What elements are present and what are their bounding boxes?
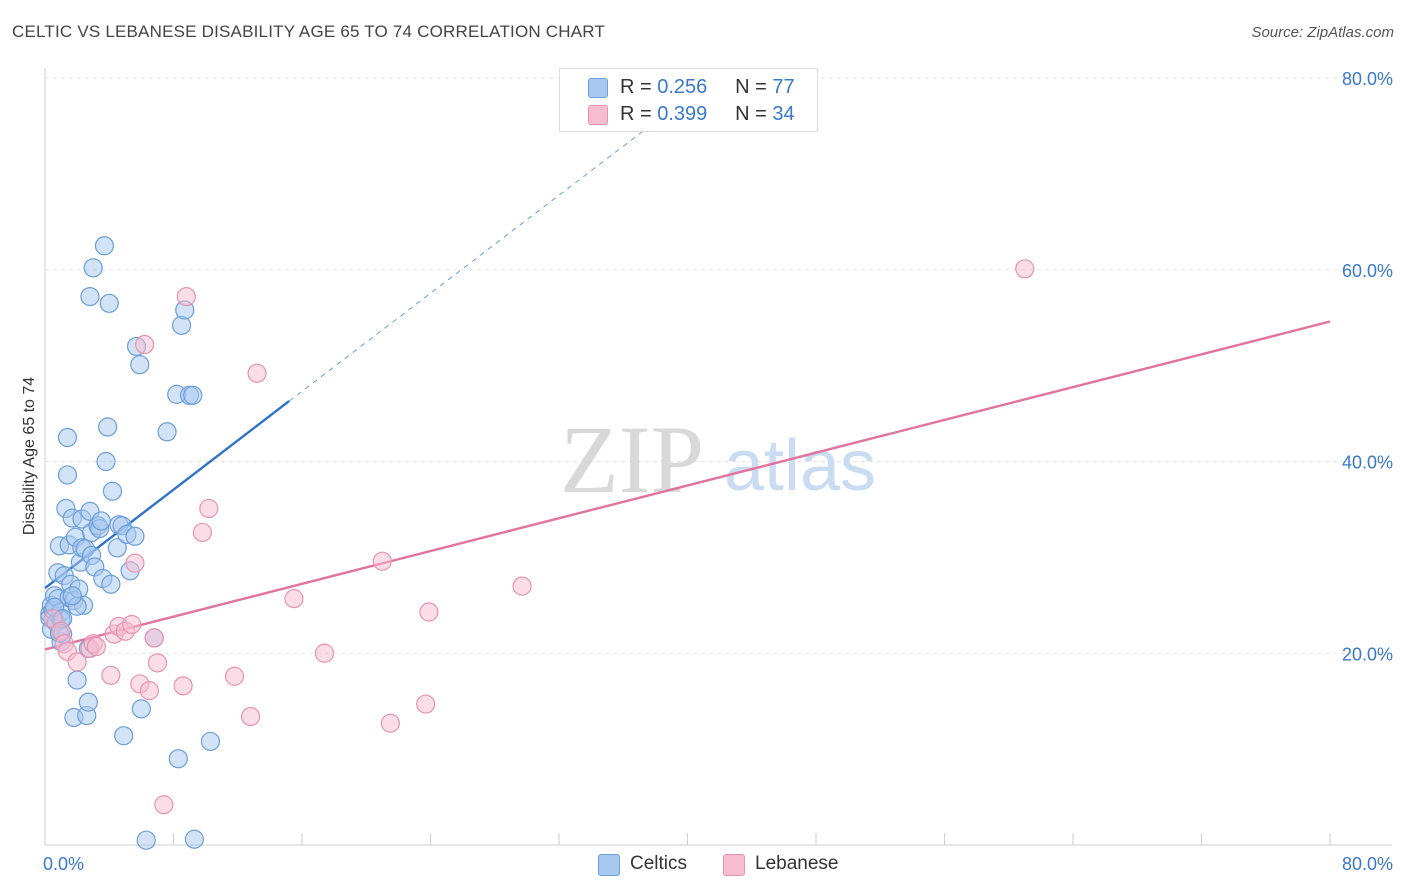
celtics-point-61 (136, 830, 156, 850)
lebanese-point-13 (125, 553, 145, 573)
legend-celtics-swatch (598, 854, 620, 876)
lebanese-point-22 (192, 522, 213, 543)
celtics-point-60 (131, 699, 151, 719)
lebanese-point-27 (284, 589, 304, 609)
celtics-point-48 (99, 293, 119, 313)
celtics-point-50 (102, 481, 123, 501)
celtics-point-39 (83, 258, 103, 278)
y-tick-label-40: 40.0% (1342, 453, 1393, 473)
lebanese-point-30 (380, 713, 400, 733)
celtics-point-47 (98, 417, 118, 437)
lebanese-point-23 (199, 498, 219, 519)
celtics-point-64 (168, 749, 188, 769)
x-tick-label-0: 0.0% (43, 854, 84, 874)
celtics-point-62 (157, 422, 177, 442)
lebanese-point-7 (86, 636, 107, 657)
lebanese-point-17 (144, 628, 164, 648)
celtics-point-45 (94, 236, 115, 256)
lebanese-point-25 (241, 706, 261, 727)
celtics-point-49 (101, 574, 121, 594)
correlation-legend: R = 0.256 N = 77 R = 0.399 N = 34 (559, 68, 818, 132)
watermark: ZIP atlas (560, 406, 876, 513)
celtics-point-76 (62, 586, 82, 606)
lebanese-point-19 (154, 795, 174, 815)
celtics-point-68 (183, 385, 203, 405)
lebanese-point-28 (314, 643, 335, 663)
legend-lebanese-swatch (723, 854, 745, 876)
celtics-point-36 (80, 286, 100, 307)
lebanese-point-4 (67, 652, 87, 672)
celtics-r-label: R = (620, 76, 658, 98)
watermark-zip: ZIP (560, 406, 704, 513)
celtics-point-46 (96, 451, 116, 472)
axes (44, 68, 1392, 846)
y-tick-label-60: 60.0% (1342, 261, 1393, 281)
lebanese-point-21 (176, 286, 196, 307)
chart-title: CELTIC VS LEBANESE DISABILITY AGE 65 TO … (12, 22, 606, 41)
celtics-point-51 (107, 538, 127, 558)
celtics-point-17 (57, 465, 78, 485)
legend-lebanese-label: Lebanese (755, 853, 839, 874)
celtics-point-43 (91, 511, 111, 531)
y-tick-label-20: 20.0% (1342, 644, 1393, 664)
lebanese-point-15 (134, 334, 155, 355)
series-celtics (40, 236, 221, 850)
lebanese-swatch (588, 105, 608, 125)
lebanese-point-29 (372, 551, 392, 571)
lebanese-point-24 (224, 666, 245, 686)
x-tick-label-80: 80.0% (1342, 854, 1393, 874)
series-lebanese (43, 259, 1035, 815)
data-points (40, 236, 1035, 850)
lebanese-point-33 (512, 576, 532, 596)
celtics-point-59 (130, 355, 150, 375)
lebanese-point-16 (139, 681, 160, 701)
celtics-point-70 (200, 731, 221, 752)
lebanese-point-8 (101, 665, 121, 685)
grid-lines (45, 77, 1392, 654)
lebanese-n-label: N = (735, 103, 773, 125)
trend-lines (44, 127, 1331, 651)
celtics-point-57 (125, 526, 145, 546)
y-tick-label-80: 80.0% (1342, 69, 1393, 89)
tick-labels: 20.0% 40.0% 60.0% 80.0% 0.0% 80.0% (43, 69, 1393, 874)
lebanese-point-32 (419, 602, 439, 622)
lebanese-point-18 (147, 653, 168, 673)
lebanese-n-value: 34 (772, 103, 795, 125)
trendline-celtics-extension (288, 127, 648, 402)
watermark-atlas: atlas (724, 426, 876, 506)
celtics-r-value: 0.256 (657, 76, 708, 98)
trendline-lebanese (44, 320, 1331, 651)
lebanese-r-value: 0.399 (657, 103, 708, 125)
legend-celtics-label: Celtics (630, 853, 688, 874)
celtics-swatch (588, 78, 608, 98)
lebanese-point-34 (1015, 259, 1035, 279)
celtics-point-16 (57, 427, 78, 448)
lebanese-point-20 (173, 676, 193, 696)
celtics-point-54 (114, 726, 134, 746)
lebanese-point-26 (247, 363, 267, 383)
celtics-point-25 (67, 670, 87, 690)
lebanese-point-12 (122, 614, 142, 635)
lebanese-point-31 (416, 694, 436, 714)
celtics-point-33 (78, 692, 98, 712)
series-legend: Celtics Lebanese (0, 852, 1406, 878)
celtics-point-69 (184, 829, 204, 849)
lebanese-r-label: R = (620, 103, 658, 125)
celtics-n-value: 77 (772, 76, 795, 98)
source-label: Source: ZipAtlas.com (1251, 24, 1394, 41)
celtics-n-label: N = (735, 76, 773, 98)
y-axis-label: Disability Age 65 to 74 (21, 377, 38, 535)
